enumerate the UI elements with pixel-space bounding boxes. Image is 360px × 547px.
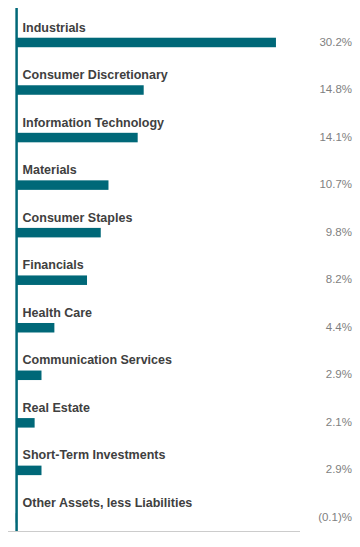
bar: [17, 85, 144, 95]
zero-line: [15, 8, 18, 531]
value-label: 9.8%: [326, 226, 352, 238]
bar: [17, 418, 35, 428]
value-label: 2.9%: [326, 368, 352, 380]
category-label: Industrials: [23, 21, 86, 35]
value-label: (0.1)%: [318, 511, 352, 523]
bars: [16, 38, 276, 523]
bar: [17, 371, 42, 381]
bar: [17, 38, 276, 48]
bar: [17, 275, 87, 285]
category-label: Consumer Discretionary: [23, 68, 168, 82]
value-label: 8.2%: [326, 273, 352, 285]
bar: [17, 466, 42, 476]
value-label: 14.1%: [319, 131, 352, 143]
value-label: 10.7%: [319, 178, 352, 190]
value-label: 30.2%: [319, 36, 352, 48]
category-label: Consumer Staples: [23, 211, 133, 225]
value-label: 2.1%: [326, 416, 352, 428]
labels: Industrials 30.2% Consumer Discretionary 14…: [23, 21, 352, 523]
bar: [17, 323, 55, 333]
category-label: Other Assets, less Liabilities: [23, 496, 193, 510]
bar: [17, 133, 138, 143]
bar: [17, 180, 109, 190]
x-axis-line: [8, 531, 300, 532]
category-label: Real Estate: [23, 401, 90, 415]
value-label: 2.9%: [326, 463, 352, 475]
category-label: Short-Term Investments: [23, 448, 166, 462]
category-label: Communication Services: [23, 353, 172, 367]
category-label: Financials: [23, 258, 84, 272]
chart: Industrials 30.2% Consumer Discretionary 14…: [0, 0, 360, 547]
bar: [17, 228, 101, 238]
category-label: Materials: [23, 163, 77, 177]
value-label: 14.8%: [319, 83, 352, 95]
value-label: 4.4%: [326, 321, 352, 333]
category-label: Health Care: [23, 306, 93, 320]
chart-container: Industrials 30.2% Consumer Discretionary 14…: [0, 0, 360, 547]
category-label: Information Technology: [23, 116, 164, 130]
